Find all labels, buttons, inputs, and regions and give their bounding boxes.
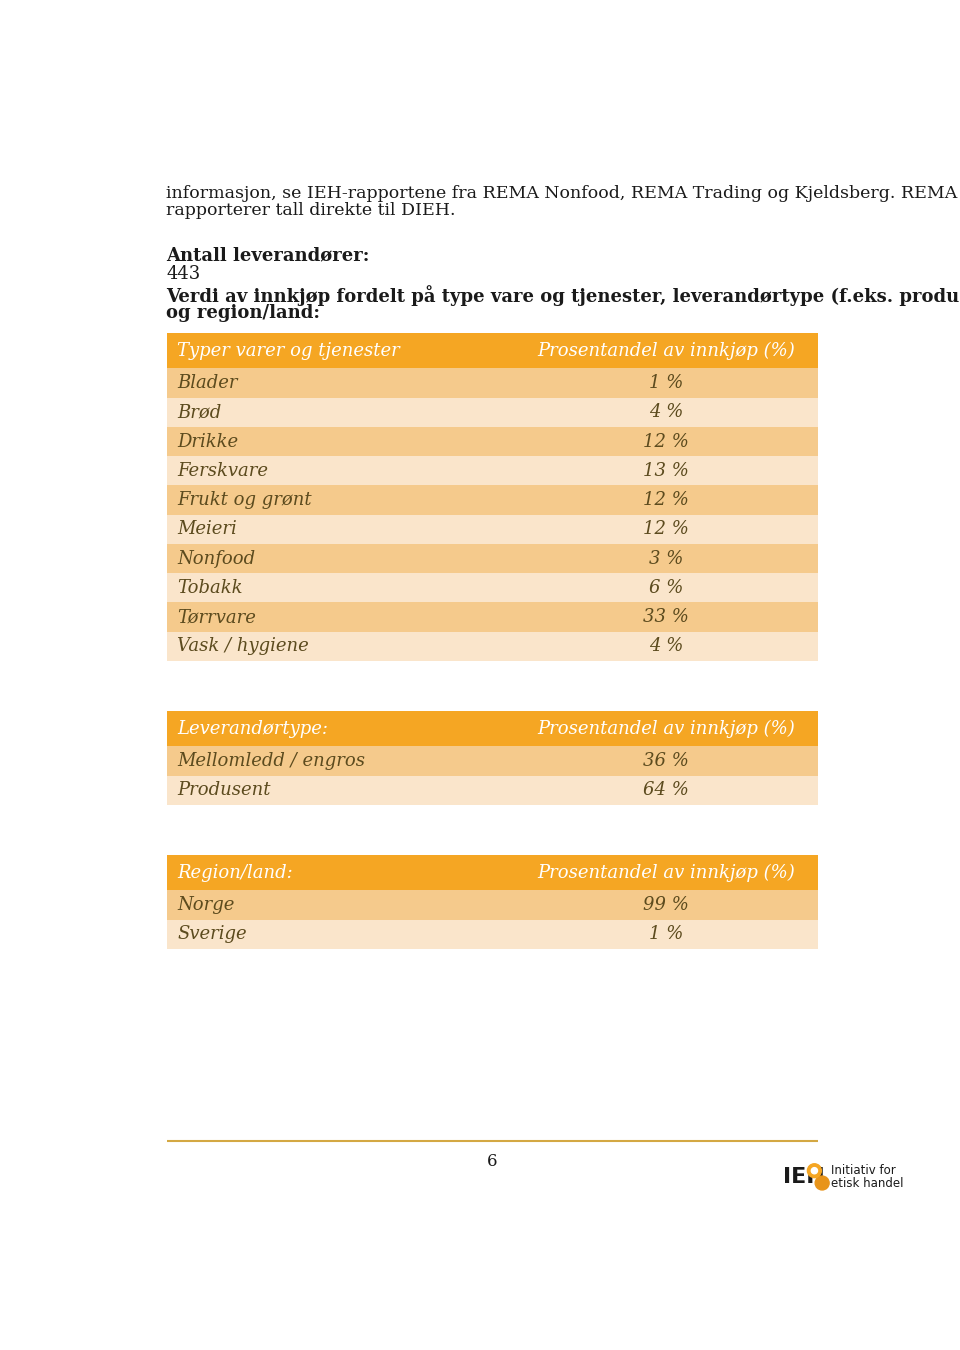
- Bar: [166, 855, 515, 891]
- Bar: [166, 427, 515, 456]
- Circle shape: [815, 1176, 829, 1189]
- Circle shape: [811, 1168, 818, 1173]
- Text: 1 %: 1 %: [649, 925, 684, 944]
- Bar: [166, 891, 515, 919]
- Text: 6 %: 6 %: [649, 579, 684, 597]
- Text: Drikke: Drikke: [178, 432, 238, 451]
- Text: Tørrvare: Tørrvare: [178, 608, 256, 626]
- Text: Prosentandel av innkjøp (%): Prosentandel av innkjøp (%): [538, 864, 795, 882]
- Text: Meieri: Meieri: [178, 520, 237, 539]
- Text: 3 %: 3 %: [649, 549, 684, 567]
- Text: 36 %: 36 %: [643, 752, 689, 769]
- Text: rapporterer tall direkte til DIEH.: rapporterer tall direkte til DIEH.: [166, 202, 456, 219]
- Text: 4 %: 4 %: [649, 637, 684, 655]
- Bar: [166, 514, 515, 544]
- Text: Verdi av innkjøp fordelt på type vare og tjenester, leverandørtype (f.eks. produ: Verdi av innkjøp fordelt på type vare og…: [166, 285, 960, 306]
- Text: Blader: Blader: [178, 374, 238, 392]
- Text: Mellomledd / engros: Mellomledd / engros: [178, 752, 366, 769]
- Text: Norge: Norge: [178, 896, 235, 914]
- Bar: [515, 486, 818, 514]
- Bar: [166, 919, 515, 949]
- Text: 443: 443: [166, 265, 201, 284]
- Bar: [166, 333, 515, 369]
- Text: etisk handel: etisk handel: [831, 1176, 904, 1189]
- Text: Vask / hygiene: Vask / hygiene: [178, 637, 309, 655]
- Text: Initiativ for: Initiativ for: [831, 1164, 897, 1177]
- Text: 64 %: 64 %: [643, 782, 689, 799]
- Bar: [515, 544, 818, 574]
- Text: 99 %: 99 %: [643, 896, 689, 914]
- Bar: [166, 711, 515, 747]
- Bar: [515, 855, 818, 891]
- Bar: [515, 602, 818, 632]
- Circle shape: [807, 1164, 822, 1177]
- Bar: [515, 369, 818, 398]
- Text: Prosentandel av innkjøp (%): Prosentandel av innkjøp (%): [538, 342, 795, 360]
- Text: 12 %: 12 %: [643, 432, 689, 451]
- Text: Antall leverandører:: Antall leverandører:: [166, 247, 370, 265]
- Bar: [515, 574, 818, 602]
- Bar: [515, 747, 818, 776]
- Text: Tobakk: Tobakk: [178, 579, 243, 597]
- Text: Frukt og grønt: Frukt og grønt: [178, 491, 312, 509]
- Text: Leverandørtype:: Leverandørtype:: [178, 720, 328, 737]
- Bar: [515, 514, 818, 544]
- Text: 12 %: 12 %: [643, 491, 689, 509]
- Bar: [515, 333, 818, 369]
- Text: 33 %: 33 %: [643, 608, 689, 626]
- Text: 13 %: 13 %: [643, 462, 689, 479]
- Text: 1 %: 1 %: [649, 374, 684, 392]
- Bar: [515, 776, 818, 805]
- Bar: [166, 632, 515, 662]
- Text: Nonfood: Nonfood: [178, 549, 255, 567]
- Bar: [166, 747, 515, 776]
- Bar: [515, 456, 818, 486]
- Bar: [166, 544, 515, 574]
- Text: Prosentandel av innkjøp (%): Prosentandel av innkjøp (%): [538, 720, 795, 738]
- Text: Ferskvare: Ferskvare: [178, 462, 269, 479]
- Text: Region/land:: Region/land:: [178, 864, 293, 882]
- Bar: [515, 891, 818, 919]
- Text: IEH: IEH: [783, 1166, 826, 1187]
- Bar: [515, 398, 818, 427]
- Bar: [166, 776, 515, 805]
- Bar: [515, 427, 818, 456]
- Bar: [166, 602, 515, 632]
- Text: 6: 6: [487, 1153, 497, 1170]
- Text: Brød: Brød: [178, 404, 222, 421]
- Text: og region/land:: og region/land:: [166, 304, 321, 321]
- Bar: [166, 398, 515, 427]
- Text: 4 %: 4 %: [649, 404, 684, 421]
- Text: 12 %: 12 %: [643, 520, 689, 539]
- Bar: [166, 369, 515, 398]
- Text: Typer varer og tjenester: Typer varer og tjenester: [178, 342, 400, 359]
- Bar: [166, 574, 515, 602]
- Bar: [515, 919, 818, 949]
- Text: Sverige: Sverige: [178, 925, 247, 944]
- Bar: [166, 456, 515, 486]
- Text: Produsent: Produsent: [178, 782, 271, 799]
- Text: informasjon, se IEH-rapportene fra REMA Nonfood, REMA Trading og Kjeldsberg. REM: informasjon, se IEH-rapportene fra REMA …: [166, 185, 960, 202]
- Bar: [166, 486, 515, 514]
- Bar: [515, 632, 818, 662]
- Bar: [515, 711, 818, 747]
